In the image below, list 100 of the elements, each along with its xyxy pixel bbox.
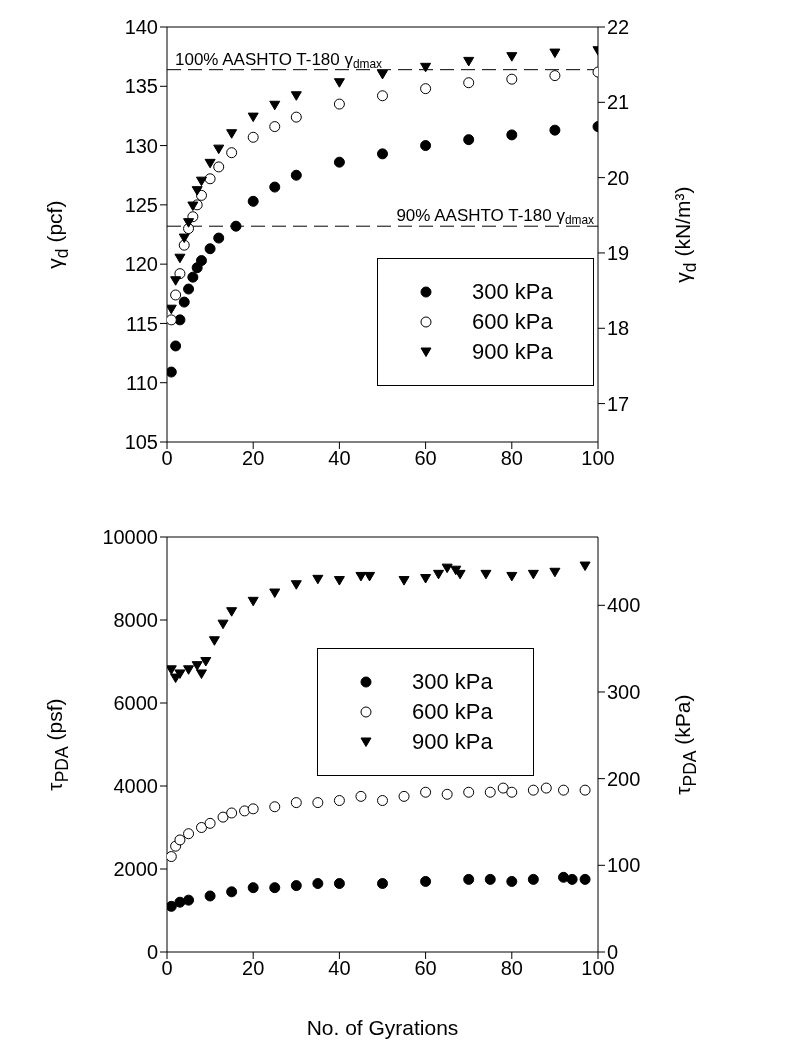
point bbox=[178, 296, 190, 308]
point bbox=[506, 571, 518, 582]
y-tick-label: 110 bbox=[126, 371, 158, 394]
point bbox=[200, 657, 212, 667]
x-axis-title: No. of Gyrations bbox=[305, 1016, 460, 1040]
point bbox=[497, 782, 509, 794]
point bbox=[527, 784, 539, 796]
y-tick-label: 2000 bbox=[113, 858, 158, 881]
y-tick-label: 125 bbox=[124, 193, 158, 216]
x-tick-label: 60 bbox=[414, 447, 437, 470]
point bbox=[170, 289, 182, 301]
point bbox=[506, 73, 518, 85]
x-tick-label: 40 bbox=[328, 447, 351, 470]
point bbox=[213, 161, 225, 173]
point bbox=[217, 811, 229, 823]
y-tick-label: 4000 bbox=[113, 775, 158, 798]
point bbox=[333, 98, 345, 110]
point bbox=[290, 580, 302, 590]
legend-label: 900 kPa bbox=[472, 338, 553, 366]
point bbox=[290, 111, 302, 123]
point bbox=[167, 665, 177, 675]
point bbox=[420, 574, 432, 584]
point bbox=[174, 253, 186, 264]
y2-tick-label: 22 bbox=[607, 16, 630, 39]
y2-tick-label: 21 bbox=[607, 91, 630, 114]
point bbox=[549, 567, 561, 578]
point bbox=[226, 129, 238, 139]
point bbox=[167, 851, 177, 863]
point bbox=[269, 121, 281, 133]
x-tick-label: 100 bbox=[581, 447, 615, 470]
x-tick-label: 0 bbox=[161, 957, 173, 980]
point bbox=[579, 784, 591, 796]
point bbox=[566, 873, 578, 885]
legend-label: 300 kPa bbox=[472, 278, 553, 306]
legend-label: 300 kPa bbox=[412, 668, 493, 696]
x-tick-label: 20 bbox=[242, 447, 265, 470]
point bbox=[377, 69, 388, 80]
point bbox=[183, 894, 195, 906]
point bbox=[463, 77, 475, 89]
point bbox=[290, 797, 302, 809]
point bbox=[420, 786, 432, 798]
y-tick-label: 135 bbox=[124, 75, 158, 98]
point bbox=[230, 220, 242, 232]
point bbox=[312, 574, 324, 585]
point bbox=[217, 619, 229, 630]
point bbox=[377, 878, 388, 890]
y2-tick-label: 19 bbox=[607, 242, 630, 265]
point bbox=[398, 576, 410, 586]
point bbox=[269, 801, 281, 813]
point bbox=[167, 314, 177, 326]
y-tick-label: 105 bbox=[124, 431, 158, 454]
point bbox=[420, 875, 432, 887]
point bbox=[463, 873, 475, 885]
point bbox=[484, 873, 496, 885]
point bbox=[355, 571, 367, 582]
x-tick-label: 60 bbox=[414, 957, 437, 980]
point bbox=[549, 48, 561, 59]
point bbox=[247, 131, 259, 143]
point bbox=[167, 900, 177, 912]
x-tick-label: 0 bbox=[161, 447, 173, 470]
ref-line-label: 100% AASHTO T-180 γ$_{dmax}$ bbox=[175, 49, 383, 71]
point bbox=[208, 636, 220, 646]
point bbox=[480, 569, 492, 580]
point bbox=[463, 56, 475, 67]
y2-tick-label: 400 bbox=[607, 594, 641, 617]
point bbox=[226, 807, 238, 819]
point bbox=[398, 790, 410, 802]
point bbox=[290, 880, 302, 892]
y-tick-label: 6000 bbox=[113, 692, 158, 715]
point bbox=[170, 340, 182, 352]
point bbox=[540, 782, 552, 794]
x-tick-label: 40 bbox=[328, 957, 351, 980]
point bbox=[290, 169, 302, 181]
point bbox=[226, 147, 238, 159]
y2-tick-label: 17 bbox=[607, 392, 630, 415]
point bbox=[420, 83, 432, 95]
point bbox=[187, 201, 199, 212]
point bbox=[549, 124, 561, 136]
y2-tick-label: 20 bbox=[607, 166, 630, 189]
point bbox=[183, 665, 195, 675]
point bbox=[174, 669, 186, 679]
point bbox=[364, 571, 376, 582]
point bbox=[183, 828, 195, 840]
point bbox=[167, 366, 177, 378]
point bbox=[269, 100, 281, 111]
point bbox=[204, 158, 216, 169]
y2-tick-label: 18 bbox=[607, 317, 630, 340]
point bbox=[191, 661, 203, 671]
point bbox=[579, 561, 591, 572]
point bbox=[333, 78, 345, 88]
point bbox=[463, 134, 475, 146]
point bbox=[433, 569, 445, 580]
point bbox=[484, 786, 496, 798]
point bbox=[506, 52, 518, 62]
point bbox=[174, 834, 186, 846]
point bbox=[441, 563, 453, 574]
y-tick-label: 130 bbox=[124, 134, 158, 157]
point bbox=[178, 233, 190, 244]
x-tick-label: 80 bbox=[500, 447, 523, 470]
point bbox=[247, 195, 259, 207]
